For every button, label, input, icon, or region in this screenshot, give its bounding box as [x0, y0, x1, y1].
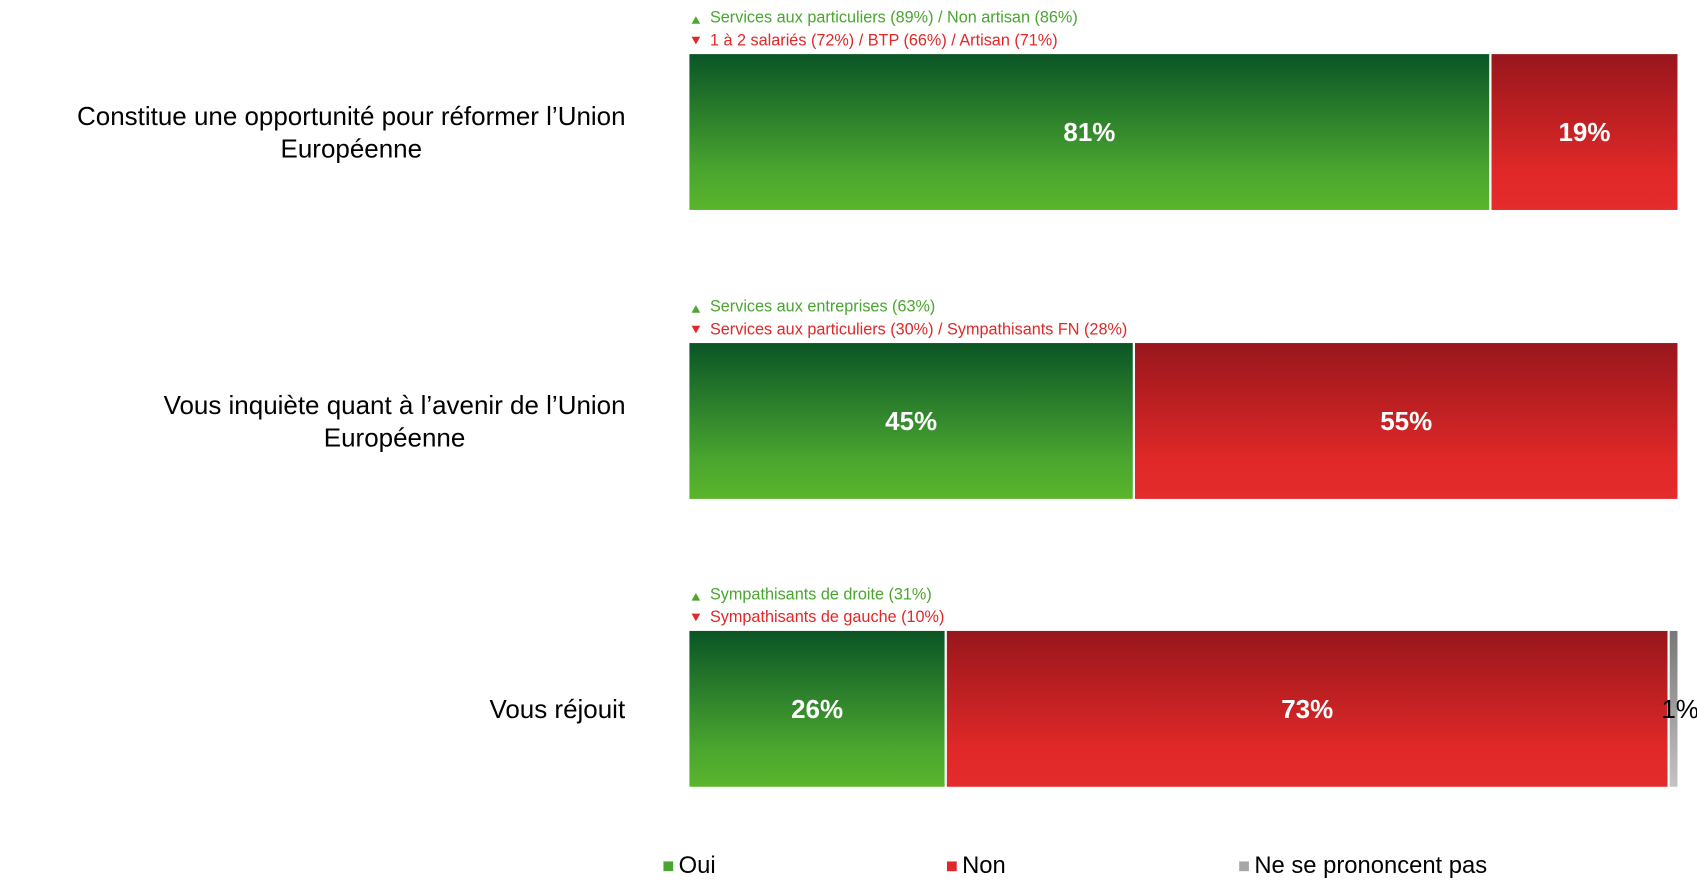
value-label: 1%	[1661, 694, 1697, 724]
legend-label: Non	[962, 852, 1006, 879]
value-label: 73%	[1281, 694, 1333, 724]
value-label: 81%	[1063, 117, 1115, 147]
bar-segment	[944, 628, 1670, 789]
up-arrow	[691, 305, 701, 313]
category-label: Vous inquiète quant à l’avenir de l’Unio…	[164, 390, 626, 452]
bar-segment	[687, 51, 1492, 213]
annotation-up: Sympathisants de droite (31%)	[710, 585, 932, 603]
legend-label: Ne se prononcent pas	[1254, 852, 1487, 879]
annotation-up: Services aux particuliers (89%) / Non ar…	[710, 9, 1078, 27]
bar-segment	[1132, 340, 1680, 502]
up-arrow	[691, 593, 701, 601]
legend-label: Oui	[679, 852, 716, 879]
bar-segment	[1667, 628, 1680, 789]
bar-segment	[687, 628, 947, 789]
category-label: Vous réjouit	[489, 694, 625, 724]
bar-segment	[1489, 51, 1680, 213]
down-arrow	[691, 613, 701, 622]
annotation-down: 1 à 2 salariés (72%) / BTP (66%) / Artis…	[710, 31, 1058, 49]
value-label: 55%	[1380, 406, 1432, 436]
value-label: 19%	[1558, 117, 1610, 147]
legend-swatch	[1239, 861, 1249, 872]
annotation-down: Sympathisants de gauche (10%)	[710, 608, 944, 626]
category-label: Constitue une opportunité pour réformer …	[77, 101, 626, 163]
down-arrow	[691, 325, 701, 334]
annotation-up: Services aux entreprises (63%)	[710, 298, 935, 316]
bar-segment	[687, 340, 1136, 502]
annotation-down: Services aux particuliers (30%) / Sympat…	[710, 320, 1127, 338]
legend-swatch	[663, 861, 674, 872]
legend-swatch	[946, 861, 957, 872]
value-label: 26%	[791, 694, 843, 724]
up-arrow	[691, 16, 701, 24]
value-label: 45%	[885, 406, 937, 436]
down-arrow	[691, 36, 701, 45]
